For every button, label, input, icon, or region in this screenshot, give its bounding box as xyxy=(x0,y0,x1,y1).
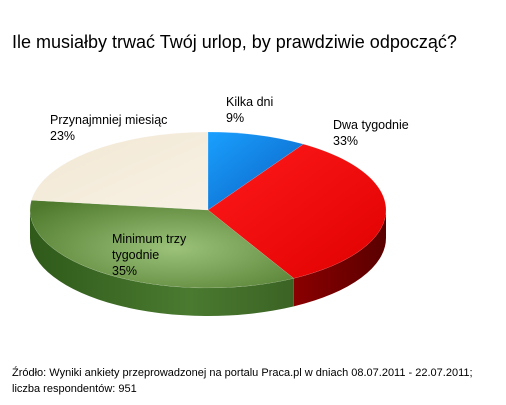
slice-value: 23% xyxy=(50,129,76,143)
slice-name: Przynajmniej miesiąc xyxy=(50,113,168,127)
slice-label-dwa-tygodnie: Dwa tygodnie 33% xyxy=(333,117,409,149)
pie-slice-side-minimum-trzy-tygodnie xyxy=(30,210,294,316)
slice-name: Kilka dni xyxy=(226,95,274,109)
slice-label-przynajmniej-miesiac: Przynajmniej miesiąc 23% xyxy=(50,112,167,144)
slice-name: Minimum trzy tygodnie xyxy=(112,232,187,262)
pie-slice-minimum-trzy-tygodnie xyxy=(29,199,295,289)
source-note: Źródło: Wyniki ankiety przeprowadzonej n… xyxy=(12,367,473,395)
slice-label-kilka-dni: Kilka dni 9% xyxy=(226,94,273,126)
slice-label-minimum-trzy-tygodnie: Minimum trzy tygodnie 35% xyxy=(112,231,207,279)
pie-slice-side-dwa-tygodnie xyxy=(293,210,386,307)
slice-value: 35% xyxy=(112,264,138,278)
pie-slice-dwa-tygodnie xyxy=(207,143,387,279)
slice-value: 9% xyxy=(226,111,245,125)
pie-slice-kilka-dni xyxy=(207,131,304,211)
chart-title: Ile musiałby trwać Twój urlop, by prawdz… xyxy=(12,32,457,52)
pie-slice-przynajmniej-miesiąc xyxy=(31,131,209,211)
slice-name: Dwa tygodnie xyxy=(333,118,409,132)
slice-value: 33% xyxy=(333,134,359,148)
